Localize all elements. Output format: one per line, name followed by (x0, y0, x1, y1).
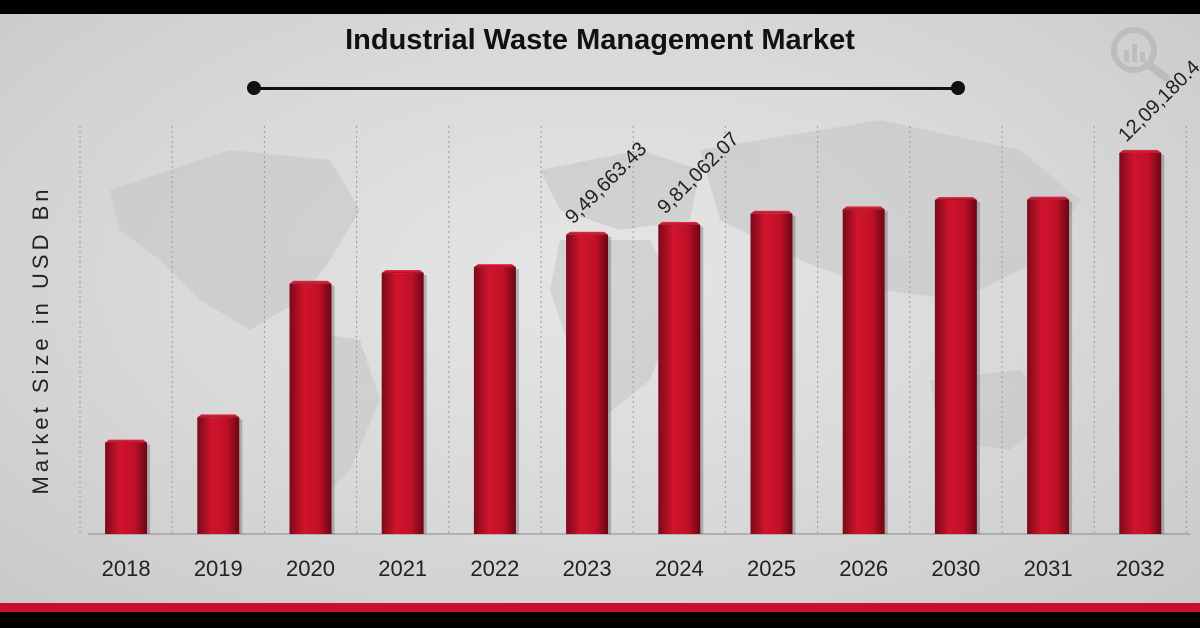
x-tick-2024: 2024 (655, 556, 704, 581)
x-tick-2025: 2025 (747, 556, 796, 581)
bar-cap (842, 206, 885, 210)
bar-body (289, 283, 332, 534)
x-tick-2023: 2023 (563, 556, 612, 581)
bar-shadow (608, 236, 612, 534)
bar-2024 (658, 221, 704, 534)
bottom-border (0, 612, 1200, 628)
bar-cap (1119, 149, 1162, 153)
title-rule-right-dot (951, 81, 965, 95)
bar-cap (289, 280, 332, 284)
bar-2030 (934, 196, 980, 534)
bar-2019 (197, 414, 243, 534)
bar-2026 (842, 206, 888, 535)
bar-body (473, 267, 516, 534)
bar-cap (934, 196, 977, 200)
bar-cap (750, 210, 793, 214)
bar-body (197, 417, 240, 534)
bar-shadow (792, 215, 796, 534)
bar-cap (105, 439, 148, 443)
bar-cap (1027, 196, 1070, 200)
x-tick-2026: 2026 (839, 556, 888, 581)
bar-2018 (105, 439, 151, 534)
bar-shadow (515, 269, 519, 534)
x-tick-2018: 2018 (102, 556, 151, 581)
bar-2020 (289, 280, 335, 534)
bar-shadow (700, 226, 704, 534)
bar-shadow (884, 211, 888, 535)
bar-body (105, 442, 148, 534)
chart-title: Industrial Waste Management Market (345, 24, 855, 56)
bar-cap (566, 231, 609, 235)
bar-shadow (331, 285, 335, 534)
title-rule (254, 87, 958, 90)
bar-shadow (423, 275, 427, 534)
x-tick-2019: 2019 (194, 556, 243, 581)
bar-body (934, 199, 977, 534)
bar-2032 (1119, 149, 1165, 534)
bar-cap (197, 414, 240, 418)
x-tick-2020: 2020 (286, 556, 335, 581)
bar-body (1027, 199, 1070, 534)
bar-shadow (1069, 201, 1073, 534)
bar-cap (658, 221, 701, 225)
bar-2022 (473, 264, 519, 534)
bar-body (750, 213, 793, 534)
bar-shadow (976, 201, 980, 534)
bar-shadow (1161, 154, 1165, 534)
bar-2025 (750, 210, 796, 534)
bar-body (1119, 152, 1162, 534)
y-axis-label: Market Size in USD Bn (28, 185, 53, 495)
bar-cap (473, 264, 516, 268)
bar-body (566, 234, 609, 534)
bar-2023 (566, 231, 612, 534)
vertical-gridlines (79, 126, 1187, 534)
bar-body (842, 209, 885, 535)
top-border (0, 0, 1200, 14)
bar-cap (381, 270, 424, 274)
x-tick-2030: 2030 (931, 556, 980, 581)
x-tick-2031: 2031 (1024, 556, 1073, 581)
analytics-magnifier-icon (1104, 22, 1174, 82)
bar-2031 (1027, 196, 1073, 534)
x-tick-2022: 2022 (470, 556, 519, 581)
bar-body (658, 224, 701, 534)
bottom-accent-stripe (0, 603, 1200, 612)
bar-shadow (147, 444, 151, 534)
bar-body (381, 273, 424, 534)
x-tick-labels: 2018 2019 2020 2021 2022 2023 2024 2025 2026 2030… (102, 556, 1165, 581)
x-tick-2021: 2021 (378, 556, 427, 581)
bars (105, 149, 1165, 535)
bar-2021 (381, 270, 427, 534)
bar-shadow (239, 419, 243, 534)
x-tick-2032: 2032 (1116, 556, 1165, 581)
